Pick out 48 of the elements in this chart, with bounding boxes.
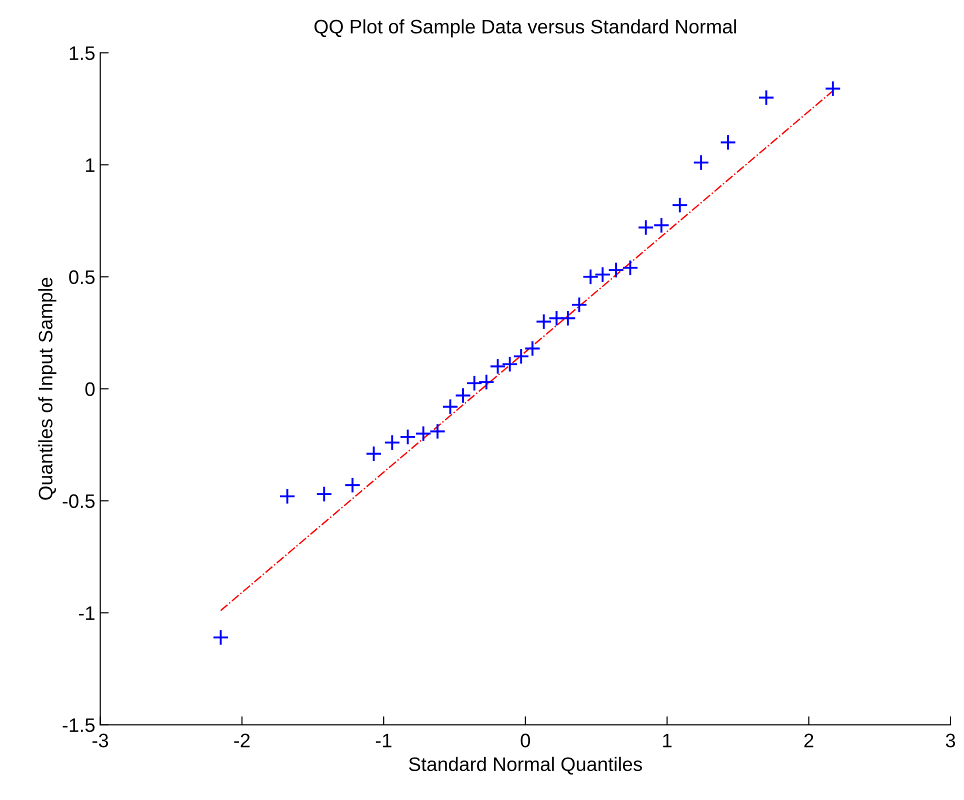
x-tick-label: -3 — [92, 734, 108, 748]
point — [489, 358, 506, 375]
point — [344, 476, 361, 494]
y-axis-title: Quantiles of Input Sample — [38, 278, 56, 500]
point — [570, 296, 588, 314]
point — [400, 428, 416, 446]
point — [478, 374, 495, 390]
point — [672, 196, 688, 214]
point — [429, 423, 446, 440]
x-axis-title: Standard Normal Quantiles — [409, 756, 642, 775]
point — [720, 134, 736, 151]
chart-title: QQ Plot of Sample Data versus Standard Normal — [314, 19, 736, 38]
x-tick-label: -2 — [234, 734, 250, 748]
point — [466, 374, 483, 392]
point — [365, 446, 382, 462]
y-tick-label: 0.5 — [69, 270, 95, 284]
point — [582, 268, 599, 286]
point — [608, 262, 624, 278]
point — [758, 89, 775, 106]
point — [536, 313, 552, 330]
point — [512, 348, 530, 365]
x-tick-label: 3 — [946, 734, 956, 748]
point — [212, 629, 229, 646]
x-tick-label: 2 — [804, 734, 814, 748]
x-tick-label: -1 — [376, 734, 392, 748]
point — [454, 387, 472, 404]
point — [638, 219, 654, 236]
point — [524, 340, 541, 357]
y-tick-label: -1.5 — [62, 718, 95, 732]
point — [692, 154, 710, 171]
point — [653, 217, 670, 234]
point — [316, 486, 332, 502]
point — [824, 80, 842, 97]
point — [560, 310, 576, 326]
y-tick-label: -1 — [78, 606, 94, 620]
point — [622, 260, 639, 276]
point — [502, 356, 518, 372]
x-tick-label: 1 — [663, 734, 672, 748]
point — [279, 488, 296, 505]
point — [442, 398, 459, 415]
x-tick-label: 0 — [520, 734, 530, 748]
y-tick-label: 1 — [86, 158, 94, 172]
point — [415, 425, 432, 442]
y-tick-label: -0.5 — [62, 494, 95, 508]
point — [594, 266, 611, 283]
point — [384, 434, 400, 451]
y-tick-label: 1.5 — [70, 46, 95, 60]
y-tick-label: 0 — [85, 382, 95, 396]
